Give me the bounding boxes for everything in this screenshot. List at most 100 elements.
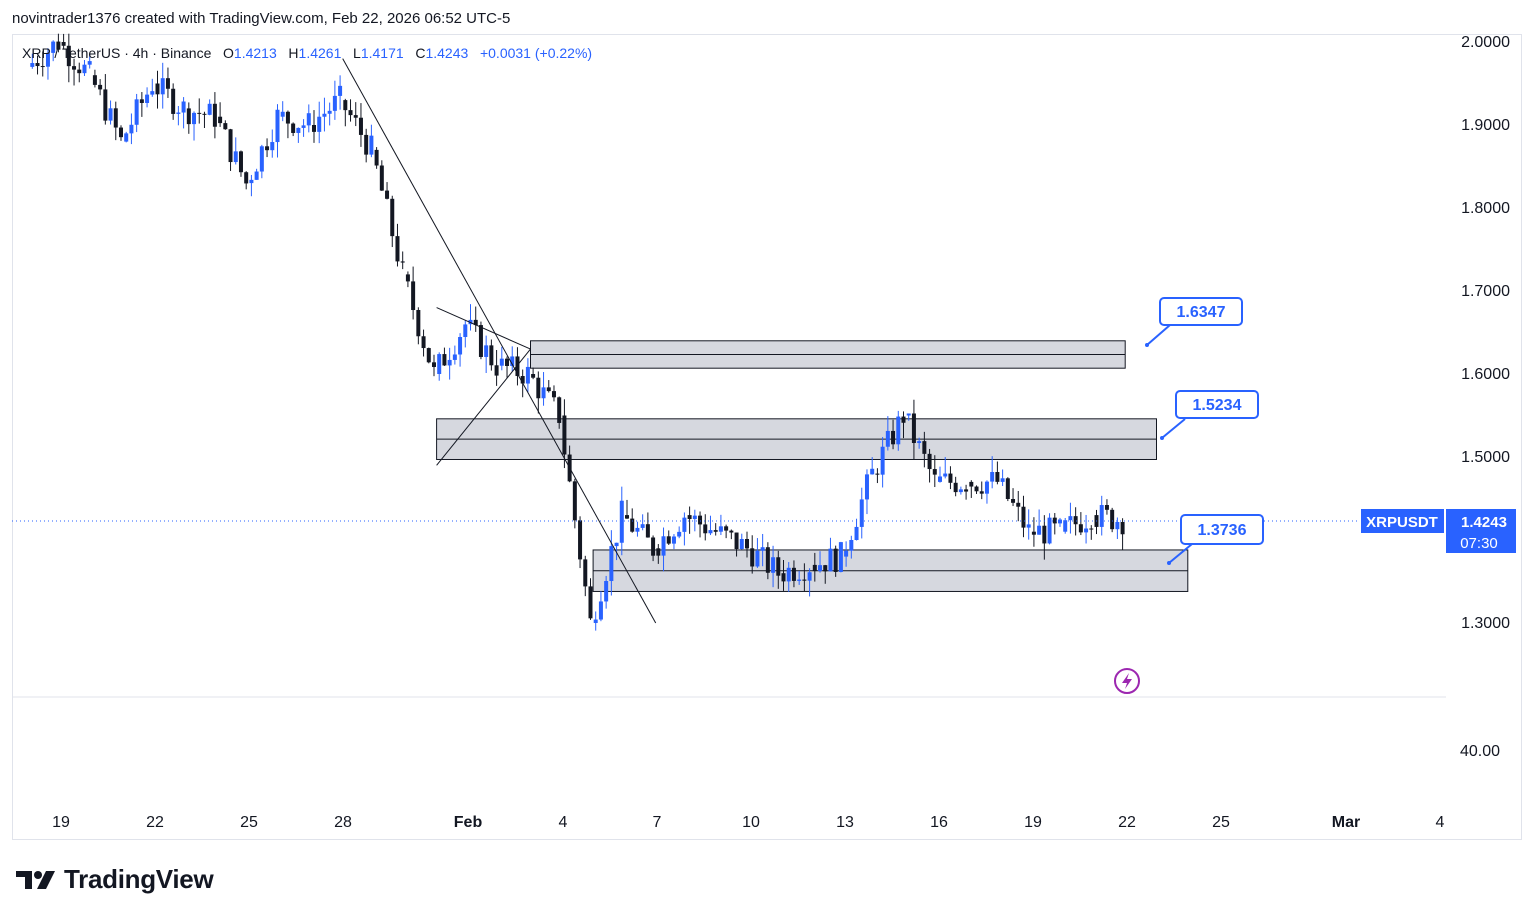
candle [270, 129, 275, 158]
candle [724, 524, 729, 539]
tradingview-brand-name: TradingView [64, 864, 214, 894]
candle [943, 457, 948, 479]
candle [578, 516, 583, 569]
candle [609, 530, 614, 596]
callout-1-5234[interactable]: 1.5234 [1160, 390, 1259, 440]
price-badge-countdown: 07:30 [1460, 535, 1498, 552]
legend-change: +0.0031 (+0.22%) [479, 45, 593, 61]
candle [124, 131, 129, 143]
candle [844, 541, 849, 567]
candle [828, 537, 833, 572]
candle [92, 69, 97, 88]
candle [285, 110, 290, 139]
candle [880, 437, 885, 488]
lightning-icon[interactable] [1114, 668, 1140, 694]
candle [703, 514, 708, 541]
candle [1110, 507, 1115, 533]
candle [197, 98, 202, 124]
candle [364, 128, 369, 163]
trendline-2 [436, 307, 531, 350]
candle [395, 223, 400, 267]
candle [718, 514, 723, 536]
candle [797, 570, 802, 585]
x-tick-label: 13 [836, 814, 854, 831]
candle [572, 478, 577, 529]
candle [729, 529, 734, 540]
candle [1084, 514, 1089, 544]
candle [896, 410, 901, 451]
candle [484, 335, 489, 373]
candle [129, 113, 134, 145]
candle [687, 506, 692, 534]
callout-2-label: 1.5234 [1193, 397, 1242, 414]
candle [771, 545, 776, 588]
candle [218, 102, 223, 127]
candle [906, 413, 911, 421]
candle [505, 356, 510, 378]
x-tick-label: 22 [146, 814, 164, 831]
candle [891, 419, 896, 450]
legend-symbol[interactable]: XRP / TetherUS · 4h · Binance [22, 45, 212, 61]
candle [802, 563, 807, 592]
candle [557, 396, 562, 429]
candle [416, 307, 421, 345]
candle [98, 79, 103, 96]
candle [692, 509, 697, 532]
candle [625, 499, 630, 519]
candle [651, 535, 656, 562]
zones-layer [436, 340, 1189, 592]
candle [1052, 513, 1057, 535]
x-tick-label: 28 [334, 814, 352, 831]
candle [56, 33, 61, 53]
candle [379, 160, 384, 191]
legend-low: 1.4171 [360, 45, 404, 61]
candle [990, 456, 995, 489]
candle [437, 352, 442, 381]
x-tick-label: 19 [52, 814, 70, 831]
price-badge: XRPUSDT 1.4243 07:30 [1361, 509, 1516, 553]
trendlines-layer [342, 58, 657, 624]
candle [911, 399, 916, 460]
candle [473, 306, 478, 332]
candle [327, 102, 332, 126]
candle [698, 511, 703, 538]
candle [358, 103, 363, 147]
candle [541, 372, 546, 406]
x-tick-label: 4 [559, 814, 568, 831]
price-badge-price-bg [1446, 509, 1516, 553]
price-badge-symbol-bg [1361, 509, 1444, 533]
candle [1000, 469, 1005, 487]
candle [369, 124, 374, 158]
candle [139, 92, 144, 117]
callout-1-3736[interactable]: 1.3736 [1167, 514, 1264, 565]
candle [223, 120, 228, 130]
candle [744, 531, 749, 558]
candle [932, 455, 937, 488]
candle [640, 514, 645, 531]
candle [922, 431, 927, 468]
candle [619, 486, 624, 556]
candle [82, 60, 87, 76]
candle [463, 320, 468, 348]
symbol-legend: XRP / TetherUS · 4h · Binance O1.4213 H1… [22, 45, 592, 61]
tradingview-brand[interactable]: TradingView [14, 864, 214, 895]
legend-close-label: C [415, 45, 426, 61]
callout-1-6347[interactable]: 1.6347 [1145, 297, 1243, 347]
candle [1021, 495, 1026, 538]
legend-close: 1.4243 [425, 45, 469, 61]
candle [202, 111, 207, 128]
candle [338, 75, 343, 110]
candle [30, 53, 35, 69]
candle [818, 551, 823, 573]
x-tick-label: 4 [1436, 814, 1445, 831]
candle [948, 466, 953, 490]
candle [165, 67, 170, 98]
candle [849, 535, 854, 559]
candle [781, 559, 786, 591]
candle [536, 371, 541, 414]
y-tick-label: 1.3000 [1461, 615, 1510, 632]
candle [390, 195, 395, 248]
candle [1026, 509, 1031, 540]
candle [275, 104, 280, 158]
